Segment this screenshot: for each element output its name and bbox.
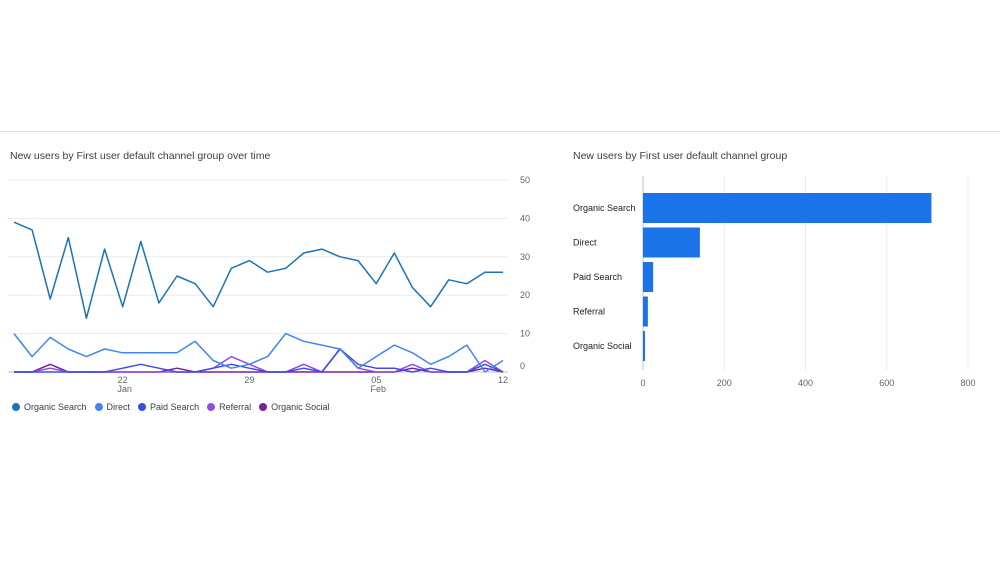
x-tick-sublabel: Jan xyxy=(117,384,132,394)
series-line-paid-search xyxy=(14,348,504,373)
legend-label: Referral xyxy=(219,402,252,412)
legend-label: Paid Search xyxy=(150,402,200,412)
x-tick-label: 22 xyxy=(118,375,128,385)
category-label: Organic Social xyxy=(573,341,632,351)
legend-item[interactable]: Organic Social xyxy=(259,402,330,412)
category-label: Referral xyxy=(573,307,605,317)
legend-dot xyxy=(259,403,268,411)
x-tick-sublabel: Feb xyxy=(370,384,386,394)
series-line-direct xyxy=(13,332,504,373)
x-tick-label: 0 xyxy=(640,378,645,388)
bar-organic-social xyxy=(643,331,646,361)
x-tick-label: 600 xyxy=(879,378,894,388)
top-divider xyxy=(0,131,1000,132)
legend-label: Direct xyxy=(106,402,131,412)
legend-item[interactable]: Organic Search xyxy=(12,402,87,412)
category-label: Organic Search xyxy=(573,203,636,213)
x-tick-label: 05 xyxy=(371,375,381,385)
category-label: Paid Search xyxy=(573,272,622,282)
x-tick-label: 29 xyxy=(244,375,254,385)
y-tick-label: 0 xyxy=(520,361,525,371)
legend-item[interactable]: Direct xyxy=(94,402,131,412)
line-chart-legend: Organic Search Direct Paid Search Referral O… xyxy=(12,402,330,412)
bar-direct xyxy=(643,227,700,258)
category-label: Direct xyxy=(573,238,597,248)
bar-chart-title: New users by First user default channel … xyxy=(573,150,788,162)
x-tick-label: 200 xyxy=(717,378,732,388)
legend-dot xyxy=(12,403,20,411)
series-line-organic-search xyxy=(13,221,503,319)
y-tick-label: 30 xyxy=(520,252,530,262)
x-tick-label: 800 xyxy=(960,378,975,388)
y-tick-label: 20 xyxy=(520,290,530,300)
legend-dot xyxy=(207,403,216,411)
y-tick-label: 50 xyxy=(520,175,530,185)
bar-paid-search xyxy=(643,262,654,292)
legend-label: Organic Search xyxy=(24,402,87,412)
y-tick-label: 10 xyxy=(520,329,530,339)
x-tick-label: 400 xyxy=(798,378,813,388)
y-tick-label: 40 xyxy=(520,213,530,223)
legend-label: Organic Social xyxy=(271,402,330,412)
line-chart-title: New users by First user default channel … xyxy=(10,150,271,162)
bar-referral xyxy=(643,296,648,327)
legend-dot xyxy=(94,403,103,411)
legend-dot xyxy=(138,403,147,411)
legend-item[interactable]: Referral xyxy=(207,402,251,412)
legend-item[interactable]: Paid Search xyxy=(138,402,199,412)
bar-organic-search xyxy=(643,193,932,223)
x-tick-label: 12 xyxy=(498,375,508,385)
